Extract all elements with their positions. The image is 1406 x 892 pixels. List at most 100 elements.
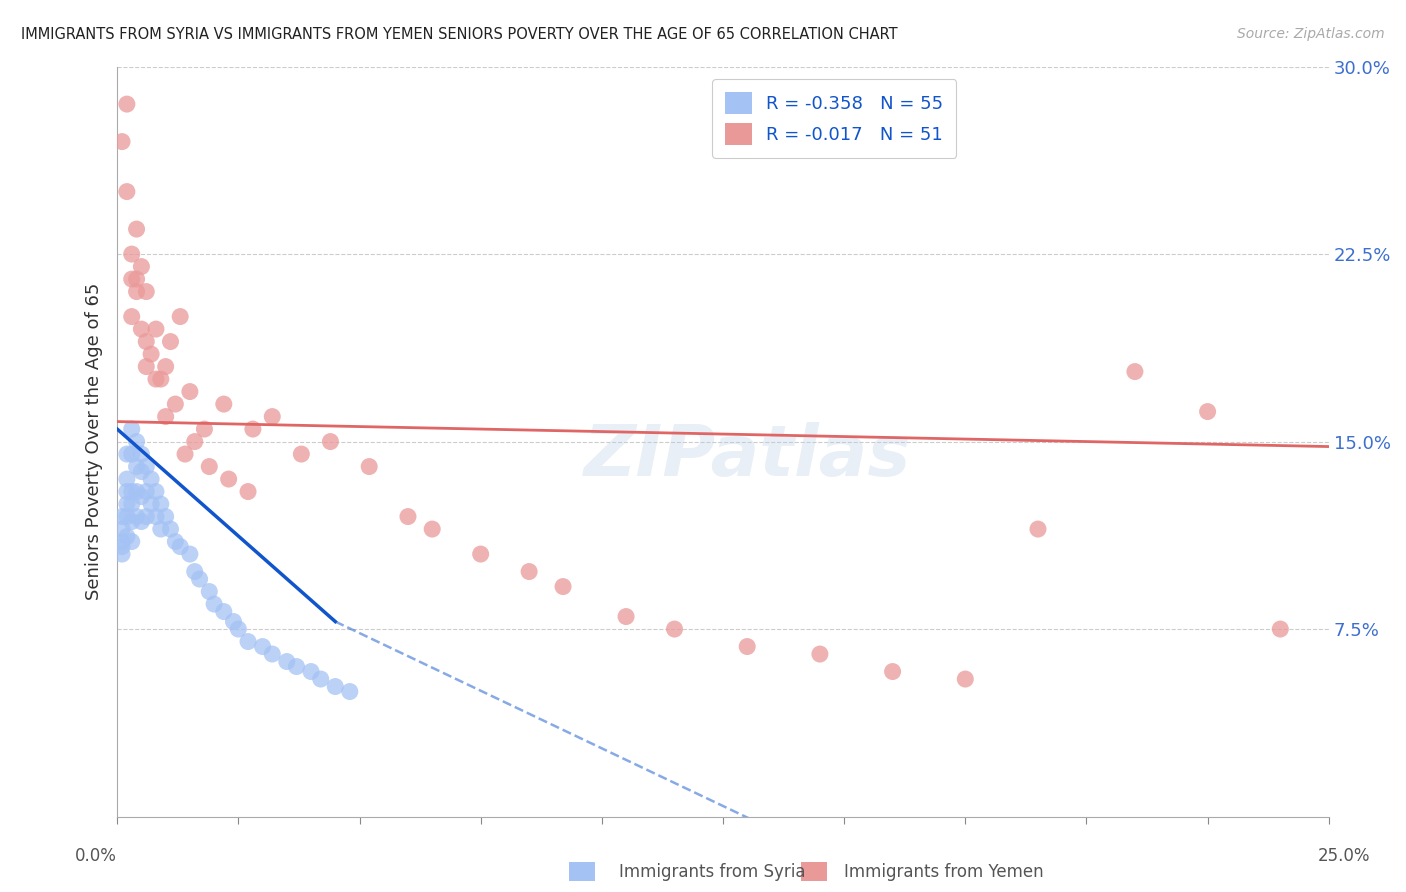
Point [145,322,167,336]
Point [121,447,143,461]
Point [1026,522,1049,536]
Point [131,465,153,479]
Point [135,509,157,524]
Point [359,459,381,474]
Point [115,497,138,511]
Point [183,565,205,579]
Point [262,409,284,424]
Point [218,472,240,486]
Text: IMMIGRANTS FROM SYRIA VS IMMIGRANTS FROM YEMEN SENIORS POVERTY OVER THE AGE OF 6: IMMIGRANTS FROM SYRIA VS IMMIGRANTS FROM… [21,27,897,42]
Point [125,509,148,524]
Point [149,522,172,536]
Point [339,684,361,698]
Point [551,580,574,594]
Point [1197,404,1219,418]
Point [121,515,143,529]
Point [735,640,758,654]
Text: Immigrants from Syria: Immigrants from Syria [619,863,806,881]
Point [121,422,143,436]
Point [955,672,977,686]
Point [614,609,637,624]
Point [183,434,205,449]
Point [145,484,167,499]
Point [252,640,274,654]
Point [159,334,181,349]
Point [174,447,197,461]
Point [115,97,138,112]
Point [131,490,153,504]
Point [131,515,153,529]
Point [111,522,134,536]
Point [323,680,346,694]
Point [396,509,419,524]
Point [517,565,540,579]
Point [145,372,167,386]
Point [193,422,215,436]
Point [111,547,134,561]
Point [135,484,157,499]
Point [115,530,138,544]
Point [111,509,134,524]
Point [420,522,443,536]
Point [276,655,298,669]
Point [139,472,162,486]
Point [290,447,312,461]
Point [139,497,162,511]
Point [131,447,153,461]
Point [236,484,259,499]
Point [179,384,201,399]
Point [212,605,235,619]
Point [149,372,172,386]
Point [135,459,157,474]
Y-axis label: Seniors Poverty Over the Age of 65: Seniors Poverty Over the Age of 65 [86,283,103,600]
Point [145,509,167,524]
Point [198,584,221,599]
Point [309,672,332,686]
Text: Source: ZipAtlas.com: Source: ZipAtlas.com [1237,27,1385,41]
Point [159,522,181,536]
Point [115,472,138,486]
Point [179,547,201,561]
Point [165,397,187,411]
Point [111,135,134,149]
Point [262,647,284,661]
Point [1270,622,1292,636]
Point [242,422,264,436]
Text: ZIPatlas: ZIPatlas [583,422,911,491]
Point [115,185,138,199]
Point [125,459,148,474]
Point [111,534,134,549]
Point [115,509,138,524]
Point [155,509,177,524]
Point [135,359,157,374]
Point [115,484,138,499]
Text: 0.0%: 0.0% [75,847,117,864]
Point [664,622,686,636]
Point [125,434,148,449]
Point [121,497,143,511]
Point [121,484,143,499]
Point [285,659,308,673]
Point [115,447,138,461]
Point [169,310,191,324]
Point [121,272,143,286]
Point [121,310,143,324]
Point [202,597,225,611]
Point [882,665,904,679]
Point [135,334,157,349]
Point [121,247,143,261]
Point [155,359,177,374]
Point [808,647,831,661]
Point [165,534,187,549]
Point [125,484,148,499]
Point [149,497,172,511]
Point [125,272,148,286]
Point [135,285,157,299]
Point [212,397,235,411]
Point [131,260,153,274]
Point [131,322,153,336]
Point [319,434,342,449]
Text: 25.0%: 25.0% [1317,847,1371,864]
Point [198,459,221,474]
Point [111,540,134,554]
